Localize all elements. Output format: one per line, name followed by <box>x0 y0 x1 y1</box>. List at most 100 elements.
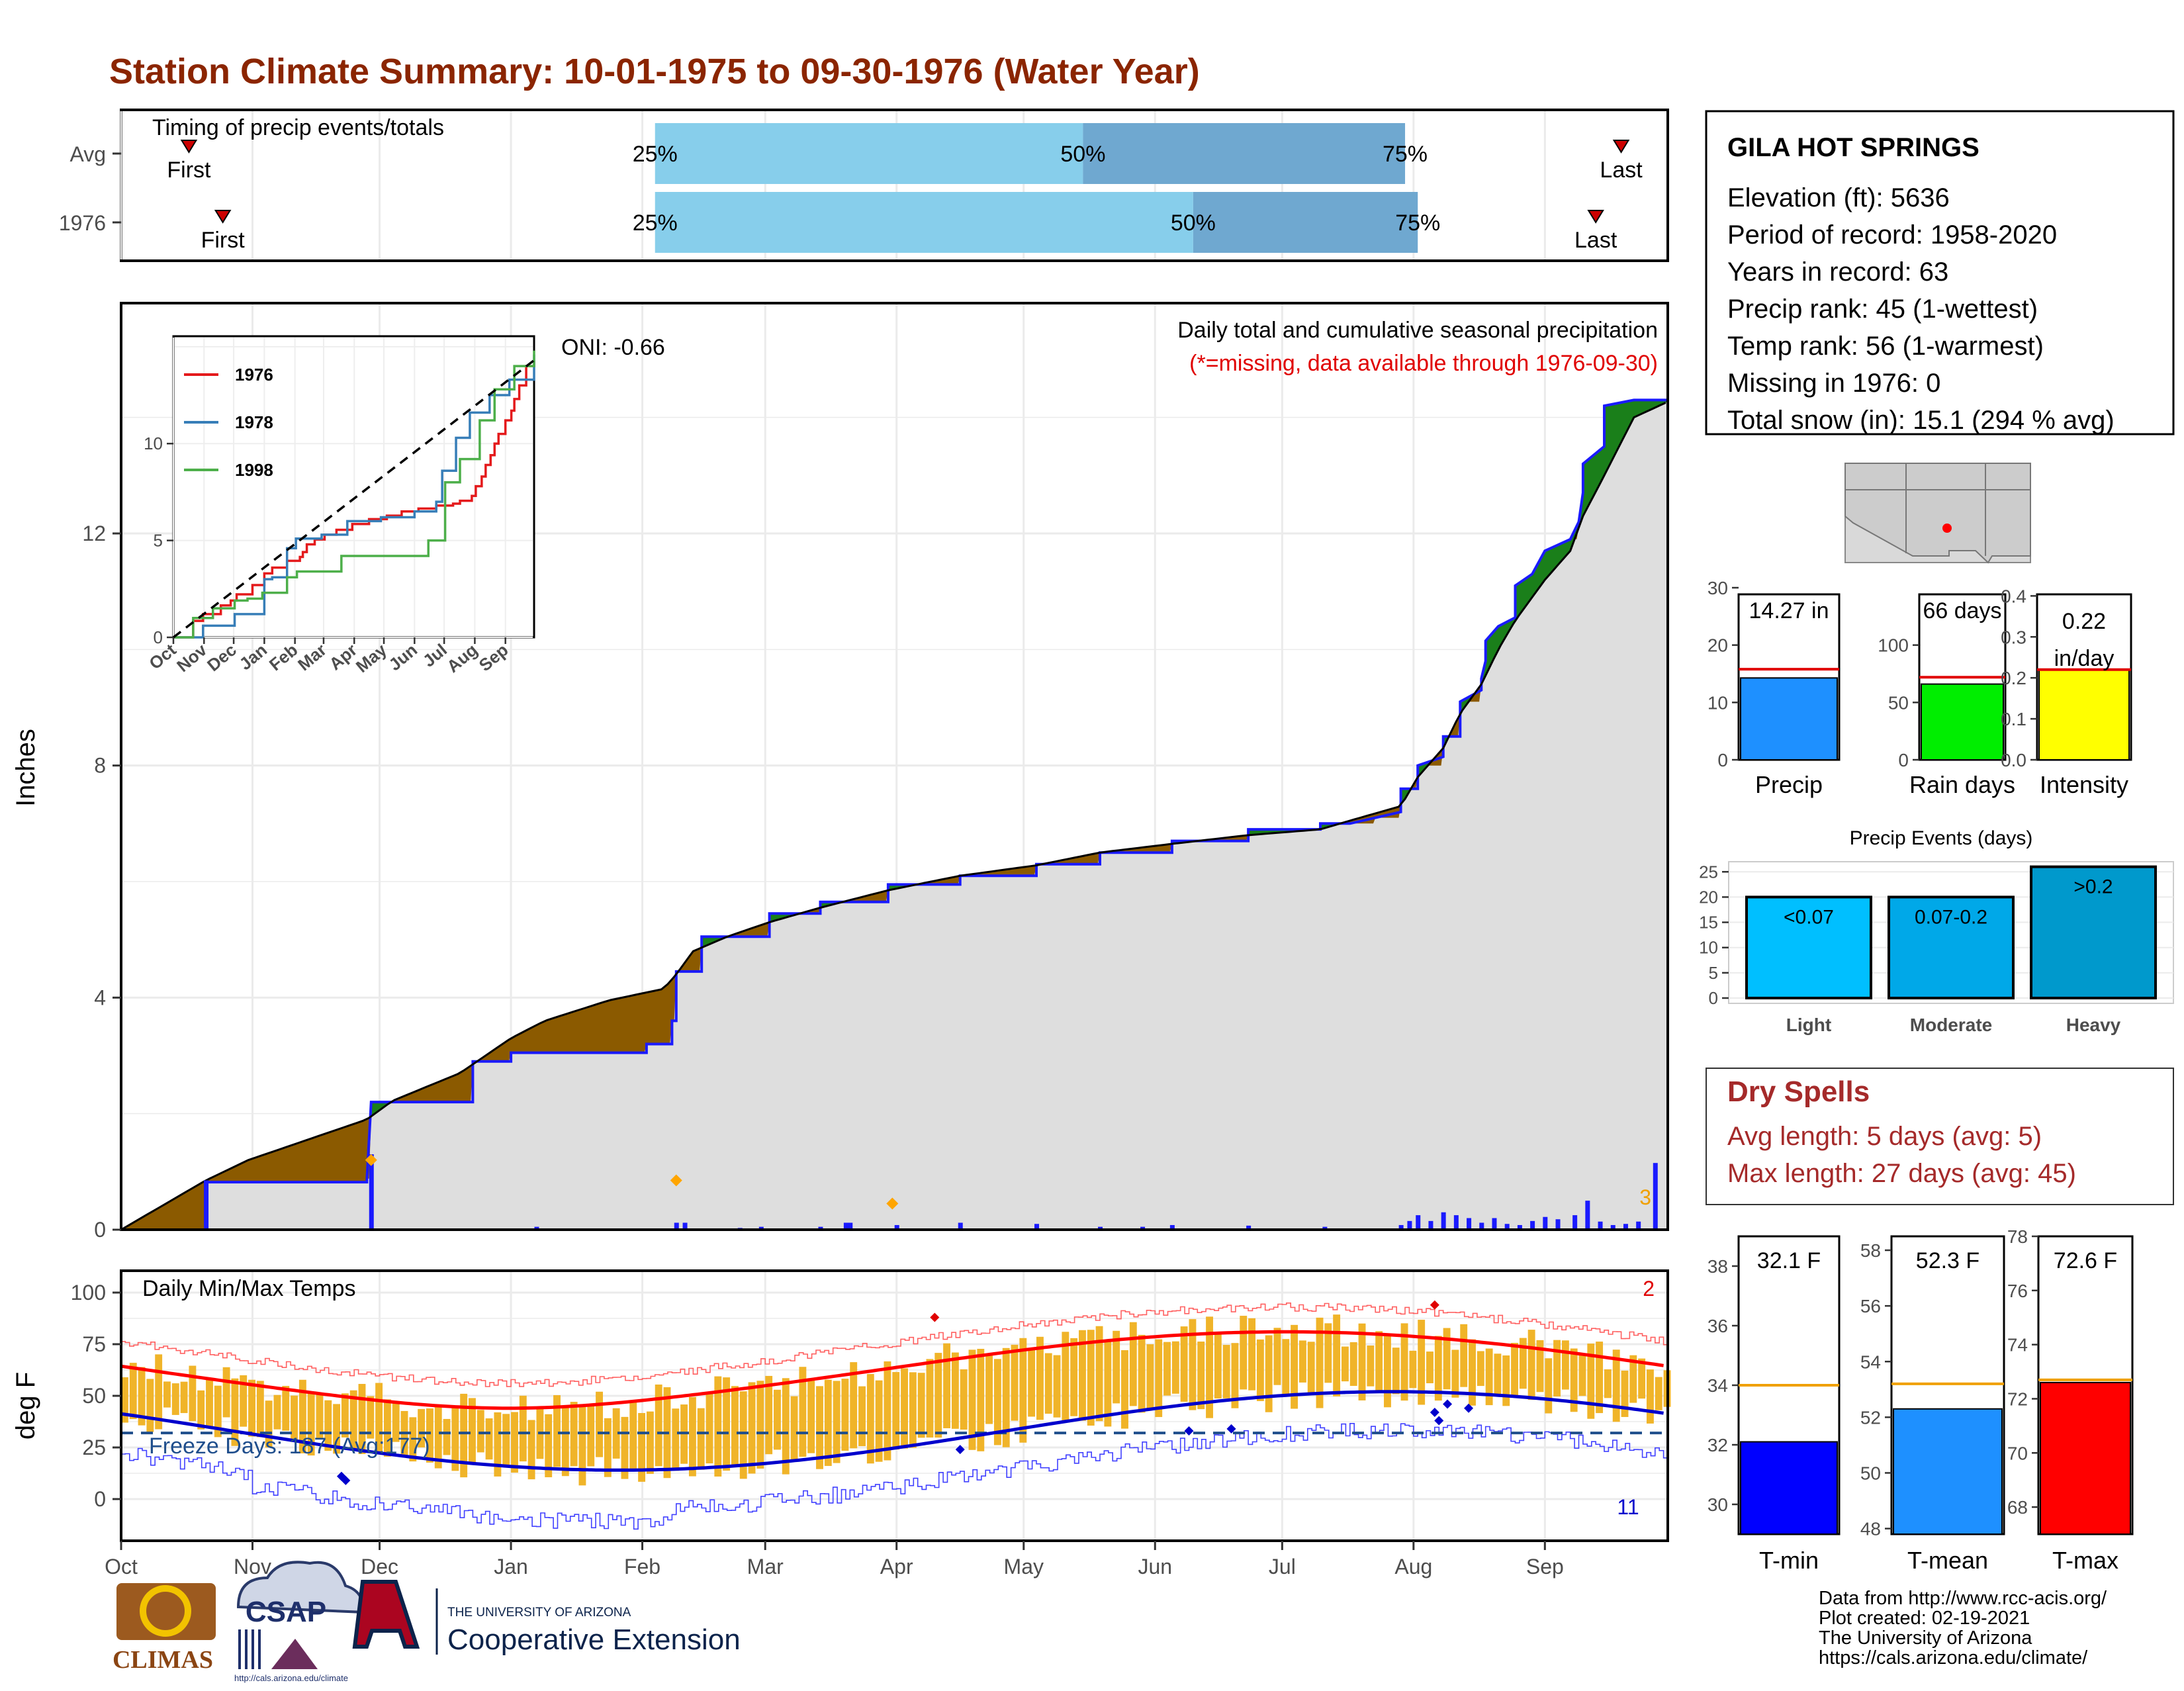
daily-temp-range-bar <box>1612 1349 1620 1422</box>
month-label: Aug <box>1394 1555 1432 1578</box>
record-high-marker <box>930 1312 940 1322</box>
daily-temp-range-bar <box>1460 1324 1468 1387</box>
daily-precip-bar <box>1610 1224 1615 1230</box>
precip-y-axis: 0 4 8 12 <box>82 522 121 1242</box>
temp-bar-value-text: 72.6 F <box>2054 1248 2117 1273</box>
temp-bar-value-text: 52.3 F <box>1916 1248 1979 1273</box>
daily-temp-range-bar <box>1044 1353 1052 1414</box>
daily-temp-range-bar <box>892 1372 900 1450</box>
inset-legend-label: 1978 <box>235 412 273 432</box>
daily-temp-range-bar <box>1375 1331 1383 1392</box>
cumulative-1976-line <box>120 402 1666 1231</box>
freeze-days-text: Freeze Days: 187 (Avg:177) <box>149 1434 430 1459</box>
summary-bar-label: Precip <box>1755 771 1823 798</box>
daily-temp-range-bar <box>341 1393 349 1438</box>
ua-a-mark <box>352 1580 420 1649</box>
record-high-marker <box>1430 1300 1439 1310</box>
climas-logo: CLIMAS <box>113 1583 216 1674</box>
temp-bar-ytick-label: 48 <box>1860 1519 1881 1539</box>
daily-temp-range-bar <box>129 1363 137 1420</box>
daily-precip-bar <box>1416 1215 1421 1230</box>
daily-precip-bar <box>1441 1212 1446 1230</box>
daily-temp-range-bar <box>1231 1343 1239 1408</box>
temp-ytick-label: 100 <box>71 1281 106 1304</box>
daily-temp-range-bar <box>1155 1339 1163 1418</box>
temp-bar-t-max: 68 70 72 74 76 78 72.6 F T-max <box>2007 1226 2134 1574</box>
events-bar-text: <0.07 <box>1784 906 1834 928</box>
daily-temp-range-bar <box>604 1418 612 1477</box>
daily-temp-range-bar <box>1621 1370 1629 1417</box>
daily-temp-range-bar <box>688 1396 696 1477</box>
daily-temp-range-bar <box>570 1402 578 1467</box>
daily-precip-bar <box>1479 1222 1484 1230</box>
temp-bar-ytick-label: 78 <box>2007 1226 2028 1247</box>
timing-bar-50-75 <box>1083 123 1406 184</box>
summary-bar-charts: 0 10 20 30 14.27 in Precip 0 50 100 66 days Rain d… <box>1707 578 2132 798</box>
daily-temp-range-bar <box>1028 1349 1036 1417</box>
snow-marker <box>886 1197 899 1210</box>
summary-bar-value-text: 14.27 in <box>1749 598 1829 623</box>
daily-temp-range-bar <box>926 1359 934 1438</box>
first-event-label: First <box>201 228 246 253</box>
daily-temp-range-bar <box>1527 1330 1535 1400</box>
first-event-label: First <box>167 158 211 183</box>
temp-ytick-label: 25 <box>82 1436 106 1459</box>
events-bar-label: Heavy <box>2066 1015 2121 1035</box>
timing-title: Timing of precip events/totals <box>152 115 444 140</box>
daily-precip-bar <box>1322 1226 1328 1230</box>
daily-temp-range-bar <box>1418 1320 1426 1405</box>
temp-bar-label: T-mean <box>1907 1547 1988 1574</box>
inset-avg-line <box>172 359 535 639</box>
csap-mountain <box>271 1639 318 1669</box>
daily-precip-bar <box>1653 1163 1658 1230</box>
temp-panel: 0 25 50 75 100 Daily Min/Max Temps Freeze Da… <box>11 1269 1671 1578</box>
daily-temp-range-bar <box>1163 1342 1171 1396</box>
daily-precip-bar <box>204 1180 209 1230</box>
daily-temp-range-bar <box>739 1391 747 1479</box>
daily-temp-range-bar <box>316 1393 324 1439</box>
temp-bar-t-min: 30 32 34 36 38 32.1 F T-min <box>1707 1235 1841 1574</box>
inset-line-1998 <box>173 350 535 639</box>
daily-temp-range-bar <box>782 1378 790 1475</box>
summary-ytick-label: 0.0 <box>2001 750 2026 770</box>
csap-cloud <box>236 1561 366 1614</box>
daily-temp-range-bar <box>1451 1349 1459 1398</box>
record-low-marker <box>1184 1426 1194 1436</box>
daily-temp-range-bar <box>367 1396 375 1439</box>
daily-precip-bars <box>204 1154 1658 1230</box>
temp-label: Daily Min/Max Temps <box>142 1276 355 1301</box>
daily-temp-range-bar <box>214 1385 222 1438</box>
month-axis: Oct Nov Dec Jan Feb Mar Apr May Jun Jul Aug Sep <box>105 1541 1564 1578</box>
daily-precip-bar <box>843 1222 848 1230</box>
record-low-marker <box>341 1475 351 1485</box>
daily-temp-range-bar <box>646 1411 654 1474</box>
dry-spells-title: Dry Spells <box>1727 1075 1870 1108</box>
daily-temp-range-bar <box>519 1395 527 1462</box>
daily-temp-range-bar <box>324 1400 332 1451</box>
record-low-marker <box>1430 1407 1439 1417</box>
daily-temp-range-bar <box>756 1381 764 1469</box>
daily-temp-range-bar <box>418 1408 426 1447</box>
avg-min-line <box>120 1390 1664 1472</box>
record-low-marker <box>1226 1424 1236 1434</box>
daily-temp-range-bar <box>434 1404 442 1469</box>
daily-temp-range-bar <box>392 1401 400 1442</box>
temp-bar-ytick-label: 36 <box>1707 1316 1728 1336</box>
daily-temp-range-bar <box>180 1381 188 1414</box>
daily-precip-bar <box>682 1222 688 1230</box>
precip-ytick-label: 4 <box>94 985 106 1009</box>
summary-bar-value-text: 0.22 <box>2062 609 2106 634</box>
daily-temp-range-bar <box>477 1410 484 1453</box>
daily-temp-range-bar <box>553 1395 561 1467</box>
precip-panel: 0 4 8 12 Inches Daily total and cumulative … <box>11 302 1669 1242</box>
summary-ytick-label: 0 <box>1898 750 1909 770</box>
inset-legend-label: 1998 <box>235 460 273 480</box>
daily-temp-range-bar <box>1443 1328 1451 1390</box>
daily-temp-range-bar <box>774 1389 781 1450</box>
month-label: Feb <box>624 1555 660 1578</box>
daily-temp-range-bar <box>621 1416 629 1479</box>
daily-temp-range-bar <box>909 1372 917 1448</box>
precip-y-label: Inches <box>11 729 40 807</box>
last-event-marker <box>1587 210 1604 224</box>
